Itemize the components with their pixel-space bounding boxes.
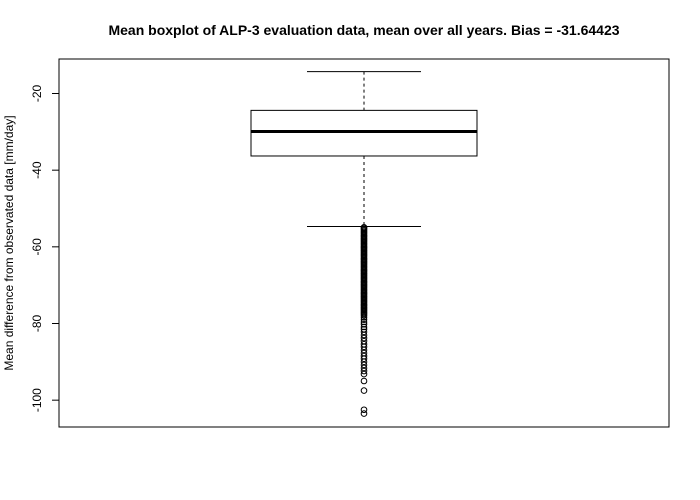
outlier-point	[360, 334, 368, 342]
outlier-point	[360, 370, 368, 378]
outlier-point	[360, 361, 368, 369]
outlier-point	[360, 318, 368, 326]
outlier-point	[360, 377, 368, 385]
y-tick-label: -100	[30, 388, 44, 412]
y-tick-label: -60	[30, 238, 44, 256]
outlier-point	[360, 328, 368, 336]
outlier-point	[360, 320, 368, 328]
outlier-point	[360, 410, 368, 417]
outlier-point	[360, 406, 368, 414]
y-axis: -20 -40 -60 -80 -100	[30, 85, 60, 412]
outlier-point	[360, 312, 368, 319]
outlier-point	[360, 314, 368, 321]
outlier-point	[360, 367, 368, 375]
boxplot	[250, 71, 478, 228]
y-tick-label: -40	[30, 161, 44, 179]
outlier-point	[360, 346, 368, 354]
y-axis-label: Mean difference from observated data [mm…	[2, 115, 16, 370]
outlier-point	[360, 355, 368, 363]
interquartile-box	[250, 109, 478, 157]
outlier-point	[360, 343, 368, 351]
y-tick-label: -20	[30, 85, 44, 103]
outlier-point	[360, 323, 368, 331]
outlier-point	[360, 358, 368, 366]
outlier-point	[360, 387, 368, 394]
outlier-point	[360, 331, 368, 339]
outlier-points	[360, 223, 368, 417]
y-tick-label: -80	[30, 315, 44, 333]
chart-title: Mean boxplot of ALP-3 evaluation data, m…	[108, 22, 619, 38]
outlier-point	[360, 364, 368, 372]
outlier-point	[360, 316, 368, 323]
